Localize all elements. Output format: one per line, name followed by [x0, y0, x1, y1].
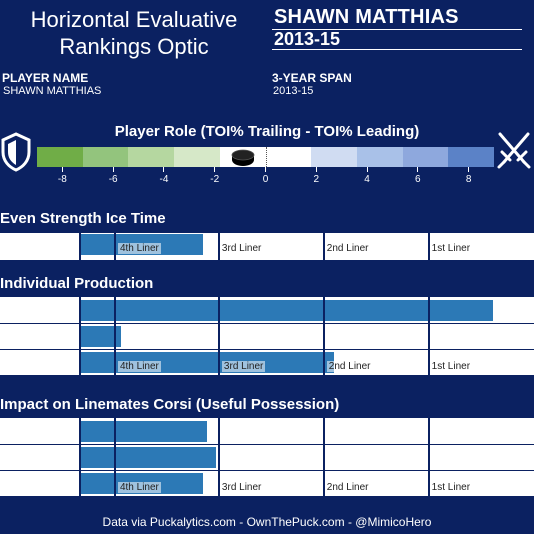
liner-level-label: 4th Liner [117, 482, 161, 493]
role-tick-mark [61, 167, 63, 172]
row-separator [0, 470, 534, 471]
span-label: 3-YEAR SPAN [272, 71, 352, 85]
liner-level-label: 1st Liner [431, 243, 471, 254]
metric-label: Primary P/60 [8, 357, 75, 369]
row-separator [0, 323, 534, 324]
section-title-corsi: Impact on Linemates Corsi (Useful Posses… [0, 396, 340, 413]
section-title-production: Individual Production [0, 275, 154, 292]
liner-level-label: 1st Liner [431, 482, 471, 493]
header-divider [272, 29, 522, 30]
liner-threshold-line [113, 418, 116, 496]
liner-threshold-line [322, 418, 325, 496]
role-tick-mark [315, 167, 317, 172]
axis-line [79, 233, 81, 260]
shield-icon [0, 132, 32, 177]
role-scale-segment [402, 147, 449, 167]
role-tick-mark [265, 167, 266, 172]
role-tick-label: -6 [108, 174, 118, 185]
role-tick-label: -4 [159, 174, 169, 185]
liner-level-label: 3rd Liner [221, 482, 262, 493]
row-separator [0, 444, 534, 445]
metric-label: TOI% [47, 239, 75, 251]
chart-title: Horizontal Evaluative Rankings Optic [30, 7, 238, 59]
metric-label: Goals/60 [29, 305, 75, 317]
span-value: 2013-15 [273, 85, 314, 97]
liner-level-label: 3rd Liner [221, 361, 266, 372]
role-tick-label: 8 [465, 174, 472, 185]
role-tick-label: 2 [313, 174, 320, 185]
metric-label: CF% +/- [34, 478, 75, 490]
player-name-value: SHAWN MATTHIAS [3, 85, 102, 97]
metric-label: CF60 +/- [31, 426, 75, 438]
metric-label: First A/60 [25, 331, 75, 343]
role-scale-segment [448, 147, 495, 167]
section-title-ev: Even Strength Ice Time [0, 210, 166, 227]
liner-threshold-line [322, 233, 325, 260]
role-scale-segment [311, 147, 358, 167]
liner-level-label: 2nd Liner [326, 482, 369, 493]
axis-line [79, 418, 81, 496]
liner-threshold-line [217, 297, 220, 375]
footer-credit: Data via Puckalytics.com - OwnThePuck.co… [102, 515, 432, 529]
metric-bar [80, 421, 208, 442]
role-scale-segment [37, 147, 84, 167]
role-tick-mark [417, 167, 419, 172]
axis-line [79, 297, 81, 375]
metric-bar [80, 447, 217, 468]
season-heading: 2013-15 [274, 29, 341, 49]
liner-threshold-line [427, 233, 430, 260]
liner-threshold-line [427, 297, 430, 375]
puck-icon [231, 149, 255, 172]
role-tick-mark [214, 167, 216, 172]
liner-level-label: 2nd Liner [326, 243, 369, 254]
role-scale-segment [265, 147, 312, 167]
role-tick-mark [112, 167, 114, 172]
liner-level-label: 3rd Liner [221, 243, 262, 254]
role-title: Player Role (TOI% Trailing - TOI% Leadin… [114, 123, 420, 140]
player-name-heading: SHAWN MATTHIAS [274, 6, 459, 28]
liner-threshold-line [217, 418, 220, 496]
role-tick-label: 6 [415, 174, 421, 185]
role-scale-segment [128, 147, 175, 167]
liner-level-label: 4th Liner [117, 243, 161, 254]
role-scale-segment [356, 147, 404, 167]
role-scale-segment [82, 147, 129, 167]
player-name-label: PLAYER NAME [2, 71, 89, 85]
liner-threshold-line [113, 297, 116, 375]
liner-threshold-line [217, 233, 220, 260]
role-tick-mark [468, 167, 470, 172]
header-divider [272, 49, 522, 50]
role-tick-mark [366, 167, 368, 172]
metric-bar [80, 300, 494, 321]
role-zero-line [266, 147, 267, 167]
liner-threshold-line [427, 418, 430, 496]
role-tick-label: 0 [262, 174, 269, 185]
liner-level-label: 1st Liner [431, 361, 471, 372]
role-tick-label: -2 [210, 174, 220, 185]
liner-level-label: 2nd Liner [326, 361, 373, 372]
row-separator [0, 349, 534, 350]
metric-label: CA60 +/- [30, 452, 75, 464]
role-scale-segment [174, 147, 221, 167]
liner-threshold-line [113, 233, 116, 260]
role-tick-label: 4 [364, 174, 370, 185]
crossed-swords-icon [496, 130, 532, 175]
metric-bar [80, 326, 121, 347]
liner-threshold-line [322, 297, 325, 375]
liner-level-label: 4th Liner [117, 361, 161, 372]
role-tick-mark [163, 167, 165, 172]
role-tick-label: -8 [57, 174, 67, 185]
